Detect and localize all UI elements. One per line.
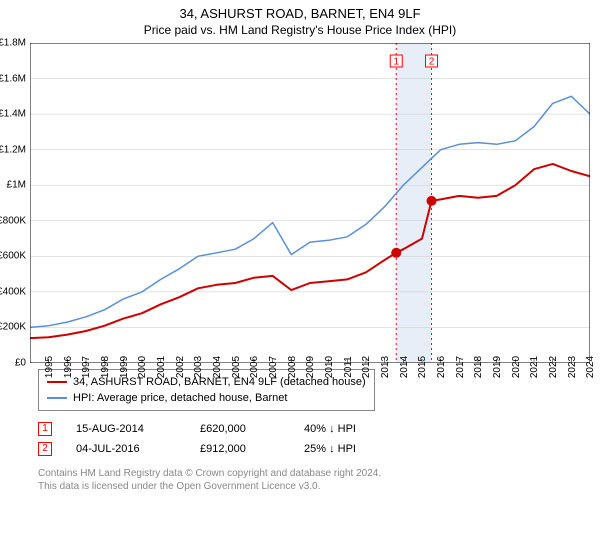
- sale-delta: 40% ↓ HPI: [304, 419, 356, 439]
- chart-title: 34, ASHURST ROAD, BARNET, EN4 9LF: [0, 0, 600, 21]
- chart-svg: 12: [30, 43, 590, 363]
- legend-swatch: [47, 381, 67, 383]
- footer-line-2: This data is licensed under the Open Gov…: [38, 480, 600, 493]
- chart-plot: 12 £0£200K£400K£600K£800K£1M£1.2M£1.4M£1…: [30, 43, 590, 363]
- sales-row: 1 15-AUG-2014 £620,000 40% ↓ HPI: [38, 419, 600, 439]
- chart-footer: Contains HM Land Registry data © Crown c…: [38, 467, 600, 493]
- sale-price: £912,000: [200, 439, 280, 459]
- y-tick-label: £400K: [0, 286, 26, 297]
- y-tick-label: £0: [15, 358, 26, 369]
- y-tick-label: £1M: [7, 180, 26, 191]
- y-tick-label: £1.4M: [0, 109, 26, 120]
- y-tick-label: £1.2M: [0, 144, 26, 155]
- y-tick-label: £1.8M: [0, 38, 26, 49]
- svg-text:1: 1: [393, 57, 399, 68]
- sale-price: £620,000: [200, 419, 280, 439]
- sale-date: 15-AUG-2014: [76, 419, 176, 439]
- legend-swatch: [47, 397, 67, 399]
- sale-date: 04-JUL-2016: [76, 439, 176, 459]
- sale-marker: 1: [38, 422, 52, 436]
- sales-row: 2 04-JUL-2016 £912,000 25% ↓ HPI: [38, 439, 600, 459]
- sale-delta: 25% ↓ HPI: [304, 439, 356, 459]
- svg-text:2: 2: [429, 57, 435, 68]
- footer-line-1: Contains HM Land Registry data © Crown c…: [38, 467, 600, 480]
- y-tick-label: £800K: [0, 215, 26, 226]
- sale-marker: 2: [38, 442, 52, 456]
- legend-label: HPI: Average price, detached house, Barn…: [73, 390, 287, 406]
- sales-table: 1 15-AUG-2014 £620,000 40% ↓ HPI 2 04-JUL-201…: [38, 419, 600, 459]
- legend-item: HPI: Average price, detached house, Barn…: [47, 390, 366, 406]
- y-tick-label: £1.6M: [0, 73, 26, 84]
- chart-subtitle: Price paid vs. HM Land Registry's House …: [0, 21, 600, 43]
- y-tick-label: £200K: [0, 322, 26, 333]
- x-tick-label: 2025: [590, 356, 600, 378]
- y-tick-label: £600K: [0, 251, 26, 262]
